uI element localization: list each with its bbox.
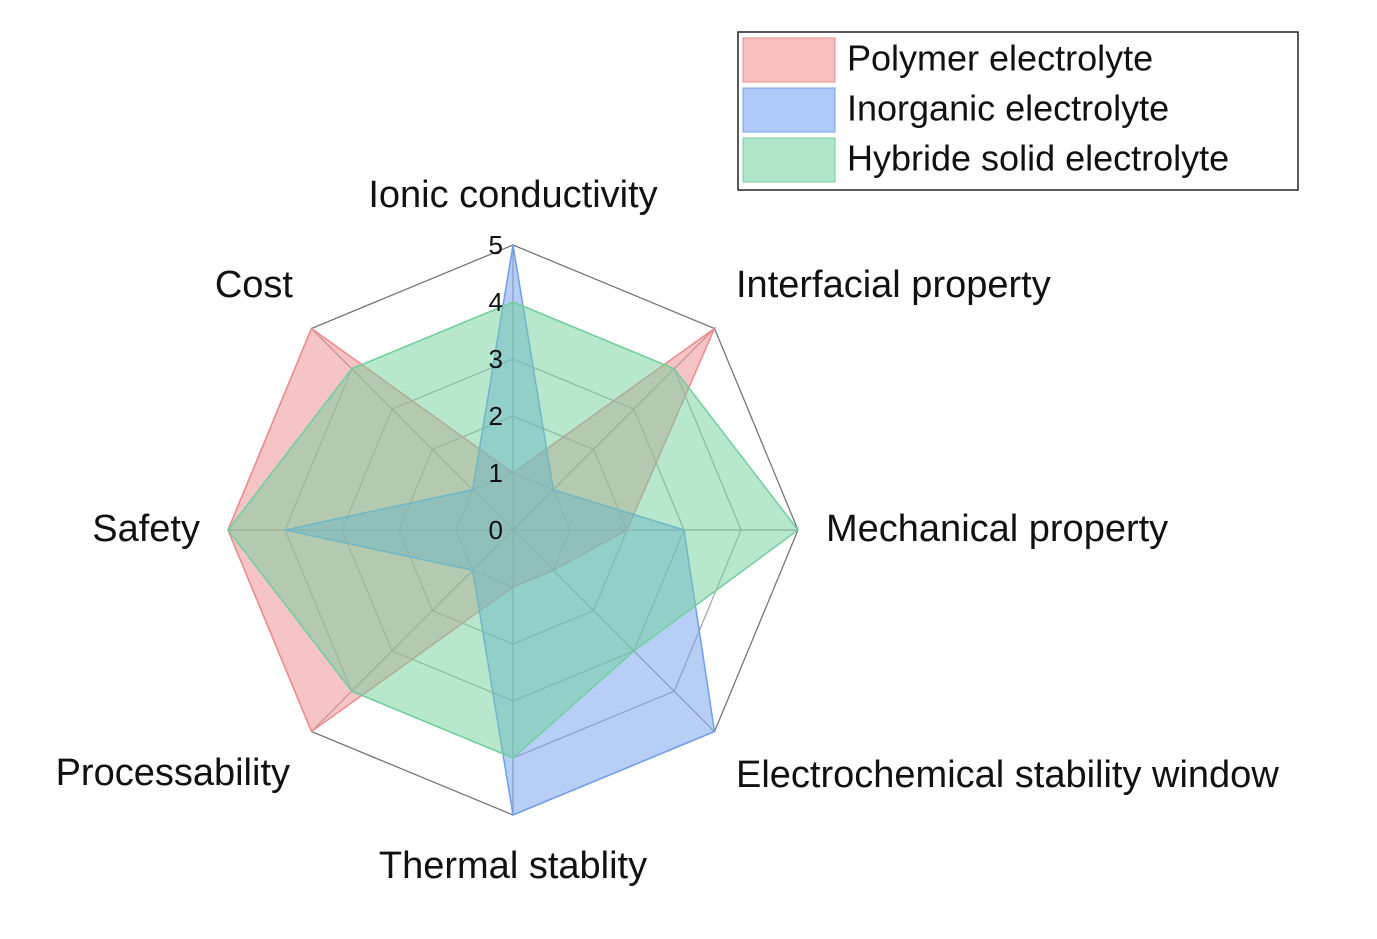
legend-label: Hybride solid electrolyte	[847, 138, 1229, 179]
legend-label: Inorganic electrolyte	[847, 88, 1169, 129]
r-tick-label: 4	[489, 287, 503, 317]
r-tick-label: 2	[489, 401, 503, 431]
legend-swatch	[742, 87, 836, 133]
axis-label: Electrochemical stability window	[736, 754, 1279, 796]
axis-label: Processability	[56, 752, 290, 794]
axis-label: Thermal stablity	[379, 845, 647, 887]
legend-swatch	[742, 37, 836, 83]
r-tick-label: 1	[489, 458, 503, 488]
r-tick-label: 3	[489, 344, 503, 374]
axis-label: Mechanical property	[826, 508, 1168, 550]
axis-label: Cost	[215, 264, 294, 306]
r-tick-label: 0	[489, 515, 503, 545]
series-area	[227, 301, 800, 759]
r-tick-label: 5	[489, 230, 503, 260]
legend-swatch	[742, 137, 836, 183]
axis-label: Ionic conductivity	[368, 174, 657, 216]
axis-label: Interfacial property	[736, 264, 1051, 306]
axis-label: Safety	[92, 508, 200, 550]
legend-label: Polymer electrolyte	[847, 38, 1153, 79]
